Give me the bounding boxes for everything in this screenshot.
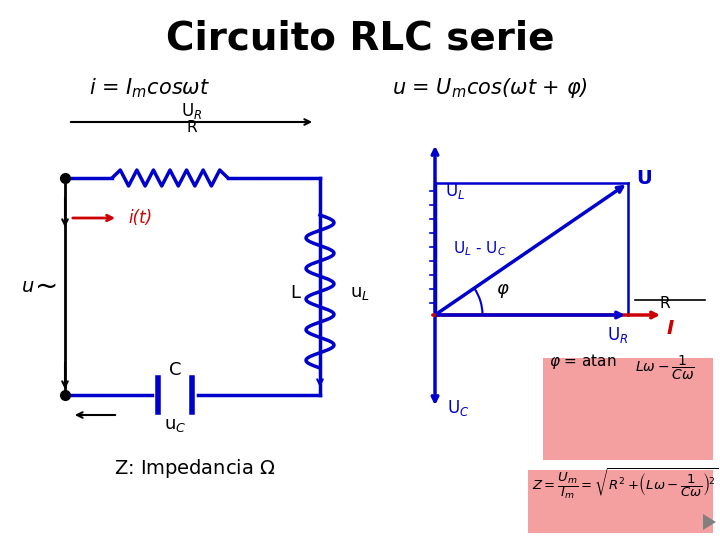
Text: $Z = \dfrac{U_m}{I_m} = \sqrt{R^2 + \!\left(L\omega - \dfrac{1}{C\omega}\right)^: $Z = \dfrac{U_m}{I_m} = \sqrt{R^2 + \!\l…: [532, 466, 718, 501]
Text: i(t): i(t): [128, 209, 152, 227]
Text: ~: ~: [35, 273, 59, 301]
Text: u$_C$: u$_C$: [164, 416, 186, 434]
Text: U$_L$: U$_L$: [445, 181, 465, 201]
Text: u: u: [22, 278, 34, 296]
Text: R: R: [186, 120, 197, 136]
Text: u = U$_m$cos($\omega$t + $\varphi$): u = U$_m$cos($\omega$t + $\varphi$): [392, 76, 588, 100]
Text: U$_R$: U$_R$: [181, 101, 202, 121]
Text: I: I: [667, 320, 674, 339]
Text: Z: Impedancia $\Omega$: Z: Impedancia $\Omega$: [114, 456, 276, 480]
Bar: [528, 470, 713, 533]
Bar: [543, 358, 713, 460]
Polygon shape: [703, 514, 716, 530]
Text: $L\omega -\dfrac{1}{C\omega}$: $L\omega -\dfrac{1}{C\omega}$: [635, 354, 695, 382]
Text: $\varphi$: $\varphi$: [496, 282, 510, 300]
Text: i = I$_m$cos$\omega$t: i = I$_m$cos$\omega$t: [89, 76, 210, 100]
Text: U$_L$ - U$_C$: U$_L$ - U$_C$: [453, 240, 507, 258]
Text: C: C: [168, 361, 181, 379]
Text: U: U: [636, 168, 652, 187]
Text: U$_R$: U$_R$: [608, 325, 629, 345]
Text: R: R: [660, 296, 670, 311]
Text: L: L: [290, 284, 300, 302]
Text: u$_L$: u$_L$: [350, 284, 370, 302]
Text: $\varphi$ = atan: $\varphi$ = atan: [549, 352, 616, 371]
Text: Circuito RLC serie: Circuito RLC serie: [166, 19, 554, 57]
Text: U$_C$: U$_C$: [447, 398, 469, 418]
